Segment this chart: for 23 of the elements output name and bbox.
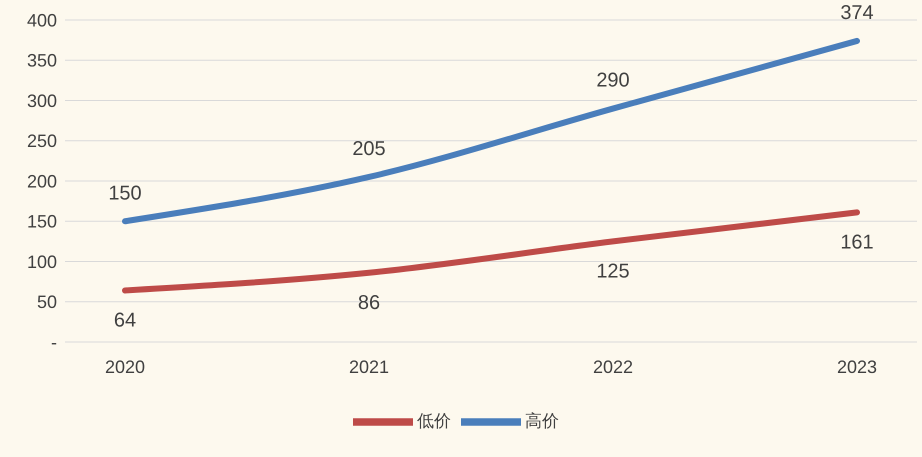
y-tick-label: 200 (26, 171, 57, 192)
y-tick-label: 300 (26, 90, 57, 111)
y-tick-label: - (51, 332, 57, 352)
data-label: 150 (108, 182, 142, 204)
y-tick-label: 50 (36, 292, 57, 312)
data-label: 64 (114, 310, 136, 332)
x-tick-label: 2023 (836, 356, 878, 377)
data-label: 205 (352, 138, 386, 160)
x-tick-label: 2020 (104, 356, 146, 377)
y-tick-label: 100 (26, 252, 57, 272)
x-tick-label: 2022 (592, 356, 634, 377)
legend-label: 低价 (417, 411, 451, 430)
legend-label: 高价 (525, 411, 559, 430)
x-tick-label: 2021 (348, 356, 390, 377)
data-label: 374 (840, 2, 874, 24)
y-tick-label: 250 (26, 131, 57, 152)
data-label: 125 (596, 260, 630, 283)
data-label: 290 (596, 70, 630, 92)
data-label: 86 (358, 292, 380, 314)
y-tick-label: 400 (26, 10, 57, 30)
data-label: 161 (840, 232, 874, 254)
y-tick-label: 350 (26, 50, 57, 71)
y-tick-label: 150 (26, 212, 57, 232)
